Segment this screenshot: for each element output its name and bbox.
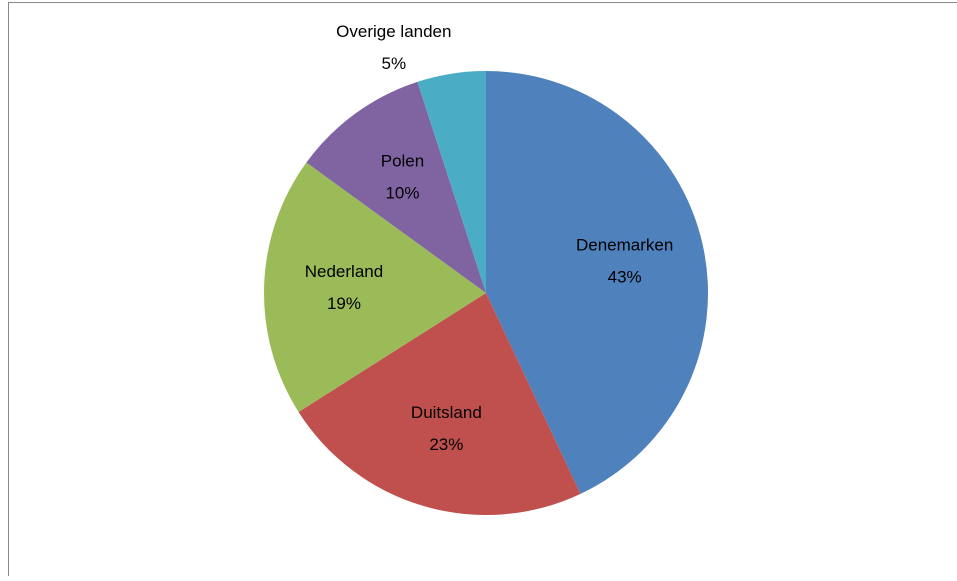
- slice-value-label: 43%: [608, 267, 642, 286]
- slice-value-label: 5%: [382, 54, 407, 73]
- slice-label: Duitsland: [411, 403, 482, 422]
- slice-label: Overige landen: [336, 22, 451, 41]
- slice-value-label: 10%: [385, 184, 419, 203]
- slice-label: Nederland: [305, 262, 383, 281]
- slice-label: Denemarken: [576, 235, 673, 254]
- slice-label: Polen: [381, 152, 424, 171]
- slice-value-label: 19%: [327, 294, 361, 313]
- slice-value-label: 23%: [429, 435, 463, 454]
